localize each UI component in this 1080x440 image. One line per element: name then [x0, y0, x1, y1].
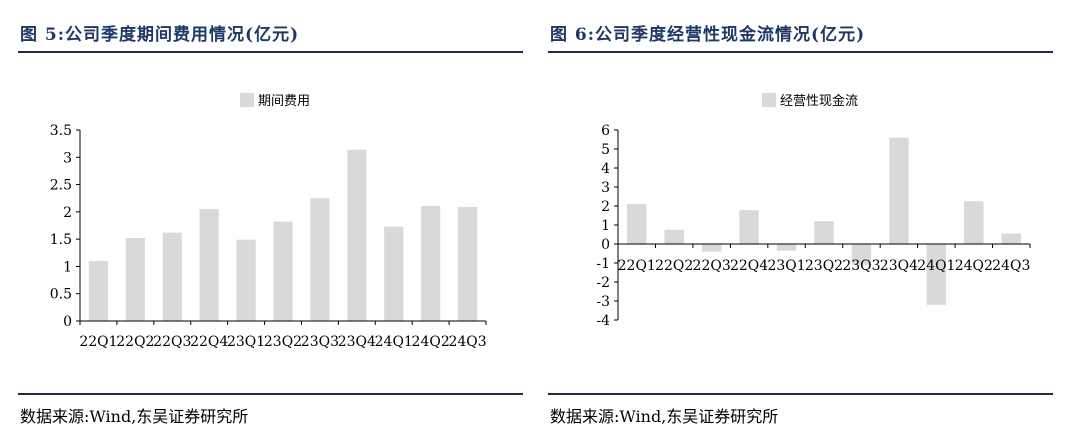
title-rule: [18, 51, 523, 53]
y-tick-label: -2: [596, 275, 610, 291]
y-tick-label: 1.5: [50, 232, 72, 248]
bar: [384, 226, 404, 321]
source-rule: [18, 393, 523, 395]
x-tick-label: 22Q2: [116, 334, 154, 350]
bar: [964, 201, 984, 244]
y-tick-label: 0: [601, 237, 610, 253]
x-tick-label: 24Q1: [375, 334, 413, 350]
bar: [889, 137, 909, 244]
bar: [421, 205, 441, 321]
y-tick-label: 4: [601, 161, 610, 177]
bar: [125, 238, 145, 321]
bar: [664, 229, 684, 244]
x-tick-label: 23Q4: [880, 258, 918, 274]
x-tick-label: 22Q4: [190, 334, 228, 350]
y-tick-label: 0.5: [50, 287, 72, 303]
x-tick-label: 24Q1: [917, 258, 955, 274]
bar: [926, 244, 947, 305]
chart-title: 图 5:公司季度期间费用情况(亿元): [20, 25, 300, 45]
bar: [457, 206, 478, 321]
legend-swatch: [240, 92, 254, 107]
x-tick-label: 23Q2: [805, 258, 843, 274]
y-tick-label: 1: [63, 259, 72, 275]
bar: [626, 204, 647, 244]
y-tick-label: 3.5: [50, 123, 72, 139]
y-tick-label: -1: [596, 256, 610, 272]
bar: [236, 239, 256, 321]
expense-bar-chart: 0 0.5 1 1.5 2 2.5 3 3.5 22Q122Q222Q322Q423Q123Q2…: [50, 123, 487, 350]
x-tick-label: 23Q4: [338, 334, 376, 350]
bar: [162, 232, 182, 321]
y-tick-label: 2: [601, 199, 610, 215]
y-tick-label: 3: [601, 180, 610, 196]
x-tick-label: 22Q3: [693, 258, 731, 274]
chart-title: 图 6:公司季度经营性现金流情况(亿元): [550, 25, 866, 45]
bar: [776, 244, 797, 251]
y-tick-label: 6: [601, 123, 610, 139]
cashflow-chart-panel: 图 6:公司季度经营性现金流情况(亿元) 经营性现金流 -4 -3 -2 -1 0 1 2 3…: [548, 0, 1060, 440]
x-tick-label: 22Q1: [618, 258, 656, 274]
legend-label: 经营性现金流: [780, 94, 859, 109]
x-tick-label: 24Q2: [412, 334, 450, 350]
y-tick-label: 5: [601, 142, 610, 158]
x-tick-label: 23Q1: [227, 334, 265, 350]
y-tick-label: -3: [596, 294, 610, 310]
source-note: 数据来源:Wind,东吴证券研究所: [20, 407, 249, 426]
y-tick-label: 0: [63, 314, 72, 330]
x-tick-label: 23Q3: [842, 258, 880, 274]
bar: [310, 198, 330, 321]
chart-legend: 经营性现金流: [762, 90, 858, 109]
chart-legend: 期间费用: [240, 90, 310, 109]
y-tick-label: 2: [63, 205, 72, 221]
bar: [273, 221, 293, 321]
legend-swatch: [762, 92, 776, 107]
source-rule: [548, 393, 1053, 395]
x-tick-label: 23Q2: [264, 334, 302, 350]
x-tick-label: 24Q2: [955, 258, 993, 274]
title-rule: [548, 51, 1053, 53]
bar: [1001, 233, 1022, 244]
x-tick-label: 23Q1: [767, 258, 805, 274]
y-tick-label: 3: [63, 150, 72, 166]
bar: [88, 260, 109, 321]
bar: [199, 209, 219, 321]
y-tick-label: 1: [601, 218, 610, 234]
x-tick-label: 24Q3: [992, 258, 1030, 274]
x-tick-label: 22Q3: [153, 334, 191, 350]
bar: [814, 221, 834, 244]
y-tick-label: -4: [596, 313, 610, 329]
x-tick-label: 22Q2: [655, 258, 693, 274]
x-tick-label: 24Q3: [448, 334, 486, 350]
x-tick-label: 22Q4: [730, 258, 768, 274]
y-tick-label: 2.5: [50, 178, 72, 194]
source-note: 数据来源:Wind,东吴证券研究所: [550, 407, 779, 426]
bar: [347, 149, 367, 321]
x-tick-label: 22Q1: [79, 334, 117, 350]
expense-chart-panel: 图 5:公司季度期间费用情况(亿元) 期间费用 0 0.5 1 1.5 2 2.5 3 3.5…: [18, 0, 530, 440]
bar: [739, 210, 759, 244]
x-tick-label: 23Q3: [301, 334, 339, 350]
bar: [851, 244, 872, 265]
legend-label: 期间费用: [258, 94, 311, 109]
bar: [701, 244, 722, 252]
